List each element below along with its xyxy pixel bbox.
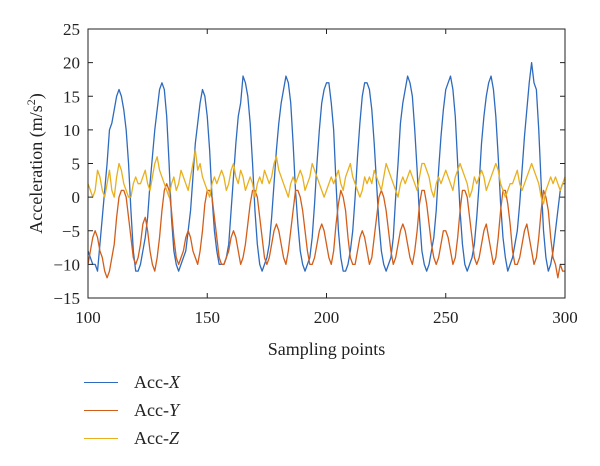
y-axis-label: Acceleration (m/s2) [24,93,47,233]
legend: Acc-X Acc-Y Acc-Z [84,368,304,464]
x-axis: 100 150 200 250 300 [75,29,578,327]
series-layer [87,61,566,279]
series-line-acc-z [87,149,566,205]
x-tick-label: 300 [552,308,578,327]
y-tick-label: 15 [63,87,80,106]
legend-line-acc-z [84,437,118,439]
legend-line-acc-y [84,409,118,411]
x-tick-label: 100 [75,308,101,327]
plot-frame [87,28,566,299]
legend-item-acc-y: Acc-Y [84,396,304,424]
legend-label-acc-x: Acc-X [134,371,180,392]
legend-label-acc-y: Acc-Y [134,399,179,420]
y-tick-label: 0 [72,188,81,207]
legend-label-acc-z: Acc-Z [134,427,179,448]
series-line-acc-y [87,183,565,279]
legend-item-acc-x: Acc-X [84,368,304,396]
legend-item-acc-z: Acc-Z [84,424,304,452]
x-tick-label: 150 [195,308,221,327]
y-tick-label: −15 [53,289,80,308]
series-line-acc-x [87,61,565,272]
y-tick-label: −5 [62,222,80,241]
x-axis-label: Sampling points [268,339,386,359]
y-axis-label-text: Acceleration (m/s [26,105,47,233]
legend-line-acc-x [84,381,118,383]
y-tick-label: 5 [72,155,81,174]
chart: 100 150 200 250 300 −15 −10 −5 0 5 10 15 20 25 Sampl… [24,20,578,359]
y-tick-label: 10 [63,121,80,140]
y-axis-label-superscript: 2 [24,99,38,105]
y-tick-label: 25 [63,20,80,39]
y-axis-label-close: ) [26,93,47,99]
x-tick-label: 250 [433,308,459,327]
x-tick-label: 200 [314,308,340,327]
y-tick-label: −10 [53,255,80,274]
y-tick-label: 20 [63,54,80,73]
y-axis: −15 −10 −5 0 5 10 15 20 25 [53,20,565,308]
